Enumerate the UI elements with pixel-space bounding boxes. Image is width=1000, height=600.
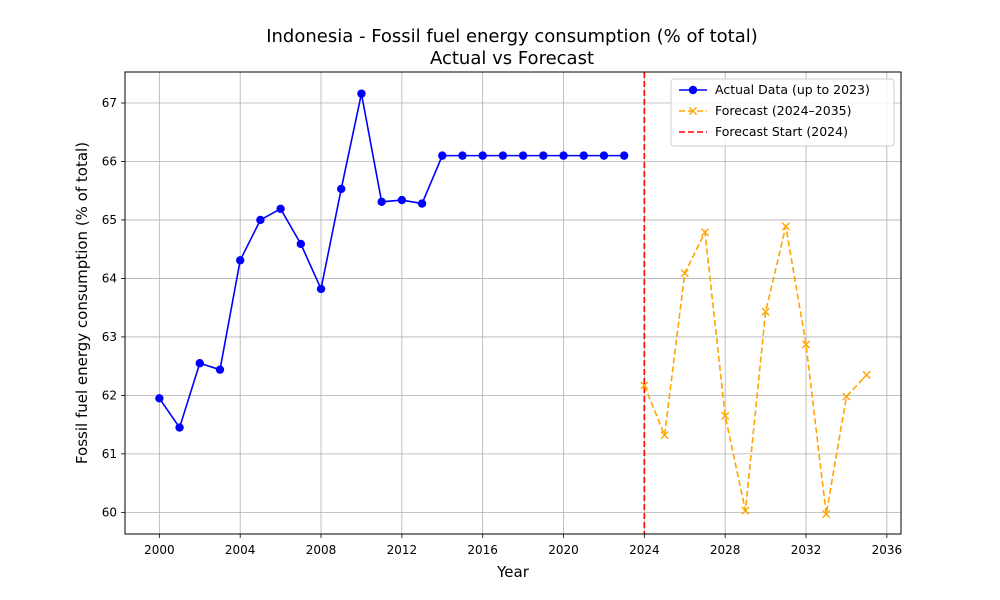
chart-subtitle: Actual vs Forecast bbox=[430, 48, 594, 69]
x-tick-label: 2036 bbox=[872, 543, 903, 557]
data-point bbox=[842, 392, 851, 401]
data-point bbox=[256, 215, 265, 225]
data-point bbox=[700, 228, 710, 237]
y-tick-label: 65 bbox=[102, 213, 117, 227]
y-tick-label: 62 bbox=[102, 388, 117, 402]
grid bbox=[125, 72, 901, 534]
y-tick-label: 66 bbox=[102, 154, 117, 168]
chart-title: Indonesia - Fossil fuel energy consumpti… bbox=[266, 26, 758, 47]
data-point bbox=[781, 222, 790, 231]
x-tick-label: 2000 bbox=[144, 543, 175, 557]
data-point bbox=[539, 151, 548, 160]
data-point bbox=[599, 151, 609, 160]
y-axis: 60 61 62 63 64 65 66 67 bbox=[102, 96, 125, 519]
data-point bbox=[417, 199, 427, 208]
data-point bbox=[741, 506, 750, 515]
series-line bbox=[158, 93, 625, 430]
data-point bbox=[498, 151, 508, 160]
data-point bbox=[478, 151, 487, 160]
data-point bbox=[822, 510, 831, 519]
series-actual bbox=[155, 89, 629, 432]
y-tick-label: 64 bbox=[102, 271, 117, 285]
data-point bbox=[235, 256, 245, 265]
data-point bbox=[660, 431, 669, 440]
data-point bbox=[579, 151, 588, 160]
data-point bbox=[337, 184, 346, 194]
x-tick-label: 2008 bbox=[306, 543, 337, 557]
data-point bbox=[155, 394, 164, 403]
series-line bbox=[643, 226, 868, 515]
data-point bbox=[397, 195, 407, 205]
data-point bbox=[680, 269, 689, 278]
data-point bbox=[721, 411, 730, 420]
x-tick-label: 2020 bbox=[548, 543, 579, 557]
data-point bbox=[438, 151, 447, 160]
x-tick-label: 2012 bbox=[387, 543, 418, 557]
x-tick-label: 2032 bbox=[791, 543, 822, 557]
data-point bbox=[761, 307, 770, 316]
legend-label: Actual Data (up to 2023) bbox=[715, 82, 870, 97]
data-point bbox=[688, 106, 698, 116]
data-point bbox=[458, 151, 467, 160]
data-point bbox=[801, 340, 811, 349]
legend-label: Forecast Start (2024) bbox=[715, 124, 848, 139]
data-point bbox=[195, 359, 204, 368]
y-tick-label: 61 bbox=[102, 447, 117, 461]
x-tick-label: 2016 bbox=[467, 543, 498, 557]
x-axis-label: Year bbox=[496, 563, 530, 581]
x-tick-label: 2004 bbox=[225, 543, 256, 557]
x-tick-label: 2024 bbox=[629, 543, 660, 557]
x-tick-label: 2028 bbox=[710, 543, 741, 557]
data-point bbox=[175, 423, 184, 432]
data-point bbox=[357, 89, 366, 98]
data-point bbox=[619, 151, 629, 160]
data-point bbox=[518, 151, 528, 160]
series-forecast bbox=[640, 222, 871, 519]
series-layer bbox=[155, 89, 871, 519]
data-point bbox=[215, 365, 225, 374]
x-axis: 2000 2004 2008 2012 2016 2020 2024 2028 2032 2036 bbox=[144, 534, 902, 557]
legend-box bbox=[670, 78, 895, 147]
data-point bbox=[276, 204, 285, 214]
y-axis-label: Fossil fuel energy consumption (% of tot… bbox=[73, 142, 91, 464]
y-tick-label: 67 bbox=[102, 96, 117, 110]
data-point bbox=[296, 239, 306, 249]
data-point bbox=[316, 284, 326, 294]
data-point bbox=[688, 85, 698, 95]
data-point bbox=[377, 197, 386, 207]
legend: Actual Data (up to 2023) Forecast (2024–2… bbox=[670, 78, 895, 147]
legend-label: Forecast (2024–2035) bbox=[715, 103, 852, 118]
y-tick-label: 60 bbox=[102, 505, 117, 519]
plot-frame bbox=[124, 71, 902, 535]
data-point bbox=[862, 370, 871, 380]
y-tick-label: 63 bbox=[102, 330, 117, 344]
data-point bbox=[640, 381, 649, 390]
data-point bbox=[559, 151, 568, 160]
